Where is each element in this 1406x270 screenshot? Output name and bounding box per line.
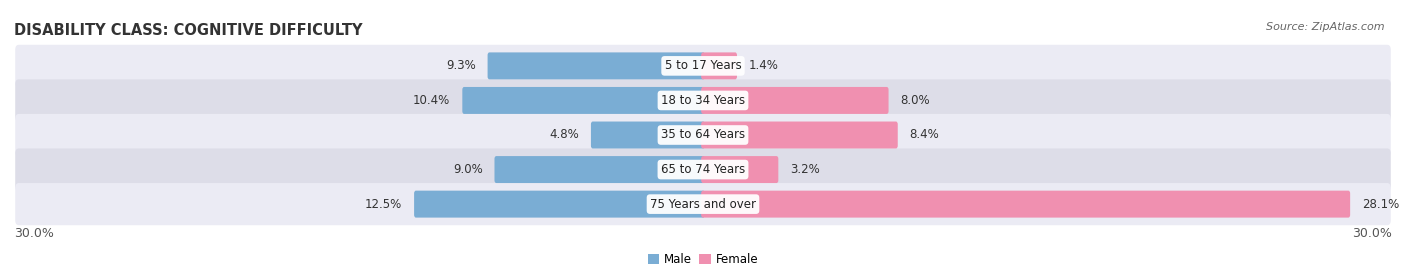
Text: 30.0%: 30.0% bbox=[1353, 227, 1392, 239]
Text: 65 to 74 Years: 65 to 74 Years bbox=[661, 163, 745, 176]
FancyBboxPatch shape bbox=[702, 122, 898, 148]
FancyBboxPatch shape bbox=[15, 114, 1391, 156]
FancyBboxPatch shape bbox=[702, 52, 737, 79]
FancyBboxPatch shape bbox=[15, 183, 1391, 225]
FancyBboxPatch shape bbox=[15, 79, 1391, 122]
FancyBboxPatch shape bbox=[415, 191, 704, 218]
Text: 3.2%: 3.2% bbox=[790, 163, 820, 176]
Text: 4.8%: 4.8% bbox=[550, 129, 579, 141]
Text: 8.4%: 8.4% bbox=[910, 129, 939, 141]
FancyBboxPatch shape bbox=[463, 87, 704, 114]
FancyBboxPatch shape bbox=[495, 156, 704, 183]
FancyBboxPatch shape bbox=[15, 148, 1391, 191]
FancyBboxPatch shape bbox=[15, 45, 1391, 87]
Text: 12.5%: 12.5% bbox=[366, 198, 402, 211]
Text: 9.3%: 9.3% bbox=[446, 59, 475, 72]
Text: 18 to 34 Years: 18 to 34 Years bbox=[661, 94, 745, 107]
Text: 8.0%: 8.0% bbox=[900, 94, 931, 107]
Text: 30.0%: 30.0% bbox=[14, 227, 53, 239]
Text: 35 to 64 Years: 35 to 64 Years bbox=[661, 129, 745, 141]
Text: 1.4%: 1.4% bbox=[749, 59, 779, 72]
Text: 9.0%: 9.0% bbox=[453, 163, 482, 176]
Text: 28.1%: 28.1% bbox=[1362, 198, 1399, 211]
Text: Source: ZipAtlas.com: Source: ZipAtlas.com bbox=[1267, 22, 1385, 32]
Text: 5 to 17 Years: 5 to 17 Years bbox=[665, 59, 741, 72]
FancyBboxPatch shape bbox=[591, 122, 704, 148]
FancyBboxPatch shape bbox=[702, 87, 889, 114]
FancyBboxPatch shape bbox=[702, 191, 1350, 218]
Text: 10.4%: 10.4% bbox=[413, 94, 450, 107]
FancyBboxPatch shape bbox=[702, 156, 779, 183]
Legend: Male, Female: Male, Female bbox=[643, 248, 763, 270]
FancyBboxPatch shape bbox=[488, 52, 704, 79]
Text: DISABILITY CLASS: COGNITIVE DIFFICULTY: DISABILITY CLASS: COGNITIVE DIFFICULTY bbox=[14, 23, 363, 38]
Text: 75 Years and over: 75 Years and over bbox=[650, 198, 756, 211]
